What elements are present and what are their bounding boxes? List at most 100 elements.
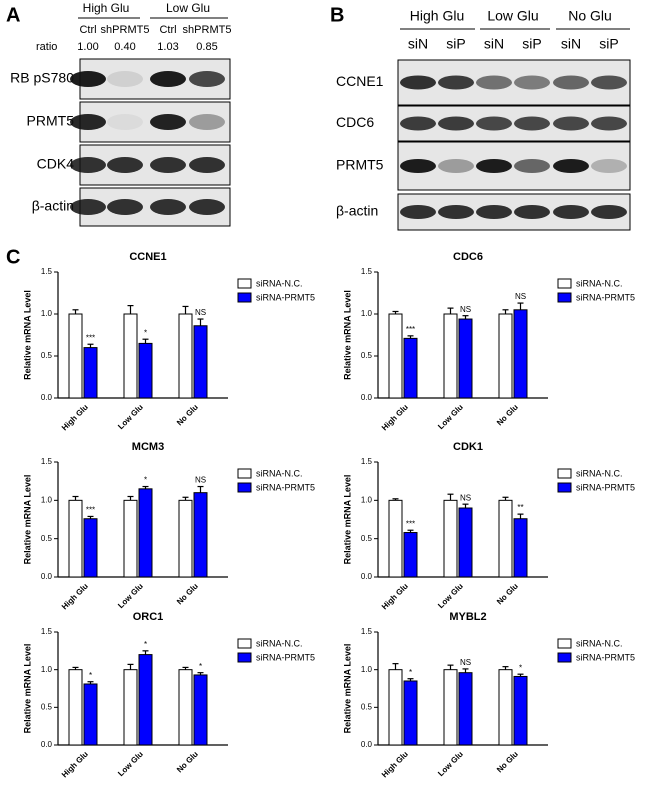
significance-label: NS [460, 493, 471, 502]
bar [83, 683, 98, 746]
y-tick-label: 1.5 [361, 627, 373, 636]
y-axis-label: Relative mRNA Level [342, 290, 352, 380]
blot-band [107, 114, 143, 130]
row-label: CDC6 [336, 114, 374, 130]
x-tick-label: High Glu [60, 581, 90, 611]
legend-swatch [557, 292, 572, 303]
chart-title: MYBL2 [449, 611, 486, 623]
lane-label: Ctrl [159, 24, 176, 36]
y-tick-label: 0.0 [361, 572, 373, 581]
legend-label: siRNA-N.C. [256, 638, 303, 648]
blot-band [438, 116, 474, 131]
bar [123, 499, 138, 578]
bar [388, 669, 403, 746]
legend-label: siRNA-PRMT5 [576, 482, 635, 492]
x-tick-label: High Glu [380, 581, 410, 611]
legend-label: siRNA-PRMT5 [576, 292, 635, 302]
bar [498, 669, 513, 746]
bar [138, 654, 153, 746]
y-tick-label: 0.5 [361, 702, 373, 711]
y-tick-label: 0.5 [41, 702, 53, 711]
x-tick-label: No Glu [175, 581, 200, 606]
y-axis-label: Relative mRNA Level [22, 644, 32, 734]
legend-swatch [237, 468, 252, 479]
legend-swatch [557, 278, 572, 289]
y-axis-label: Relative mRNA Level [342, 475, 352, 565]
bar [193, 325, 208, 399]
legend-swatch [557, 652, 572, 663]
blot-band [150, 114, 186, 130]
significance-label: *** [86, 333, 95, 342]
chart-title: CDK1 [453, 441, 483, 453]
lane-label: siP [446, 36, 465, 52]
panel-label: C [6, 246, 20, 268]
bar [68, 669, 83, 746]
bar [443, 669, 458, 746]
blot-band [70, 71, 106, 87]
bar [388, 313, 403, 399]
bar [68, 313, 83, 399]
blot-band [189, 114, 225, 130]
bar [498, 313, 513, 399]
x-tick-label: No Glu [495, 749, 520, 774]
legend-label: siRNA-N.C. [576, 278, 623, 288]
x-tick-label: Low Glu [436, 402, 465, 431]
blot-band [400, 205, 436, 219]
x-tick-label: No Glu [175, 402, 200, 427]
blot-band [514, 116, 550, 131]
x-tick-label: High Glu [380, 749, 410, 779]
blot-band [189, 71, 225, 87]
x-tick-label: High Glu [60, 749, 90, 779]
row-label: CCNE1 [336, 73, 384, 89]
blot-band [553, 205, 589, 219]
y-tick-label: 0.5 [361, 534, 373, 543]
x-tick-label: No Glu [175, 749, 200, 774]
row-label: PRMT5 [336, 157, 384, 173]
significance-label: NS [460, 305, 471, 314]
blot-band [591, 116, 627, 131]
blot-band [438, 75, 474, 90]
x-tick-label: Low Glu [436, 581, 465, 610]
significance-label: * [89, 671, 92, 680]
y-tick-label: 1.5 [41, 267, 53, 276]
ratio-value: 1.03 [157, 41, 178, 53]
y-tick-label: 0.0 [41, 393, 53, 402]
lane-label: shPRMT5 [183, 24, 232, 36]
y-axis-label: Relative mRNA Level [22, 475, 32, 565]
x-tick-label: High Glu [60, 402, 90, 432]
bar [498, 499, 513, 578]
significance-label: *** [86, 506, 95, 515]
lane-label: siP [599, 36, 618, 52]
bar [403, 532, 418, 578]
x-tick-label: Low Glu [116, 581, 145, 610]
bar [178, 499, 193, 578]
lane-label: Ctrl [79, 24, 96, 36]
y-tick-label: 0.5 [41, 351, 53, 360]
ratio-label: ratio [36, 41, 57, 53]
y-tick-label: 1.0 [361, 309, 373, 318]
blot-band [591, 75, 627, 90]
bar [193, 492, 208, 578]
blot-band [514, 205, 550, 219]
blot-band [150, 71, 186, 87]
panel-label: B [330, 4, 344, 26]
bar [458, 507, 473, 578]
blot-band [189, 157, 225, 173]
legend-label: siRNA-PRMT5 [576, 652, 635, 662]
bar [83, 518, 98, 578]
legend-swatch [557, 482, 572, 493]
y-tick-label: 0.0 [41, 572, 53, 581]
blot-band [150, 199, 186, 215]
blot-band [107, 71, 143, 87]
significance-label: *** [406, 519, 415, 528]
bar [68, 499, 83, 578]
chart-title: ORC1 [133, 611, 164, 623]
legend-swatch [557, 468, 572, 479]
bar [138, 342, 153, 399]
lane-label: siN [484, 36, 504, 52]
significance-label: ** [517, 503, 523, 512]
chart-title: MCM3 [132, 441, 164, 453]
x-tick-label: No Glu [495, 581, 520, 606]
significance-label: NS [195, 308, 206, 317]
legend-swatch [237, 652, 252, 663]
